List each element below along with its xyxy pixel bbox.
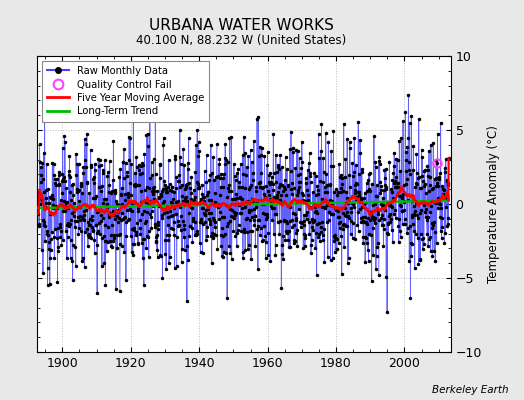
Legend: Raw Monthly Data, Quality Control Fail, Five Year Moving Average, Long-Term Tren: Raw Monthly Data, Quality Control Fail, … xyxy=(42,61,209,122)
Text: 40.100 N, 88.232 W (United States): 40.100 N, 88.232 W (United States) xyxy=(136,34,346,47)
Text: Berkeley Earth: Berkeley Earth xyxy=(432,385,508,395)
Text: URBANA WATER WORKS: URBANA WATER WORKS xyxy=(149,18,333,33)
Y-axis label: Temperature Anomaly (°C): Temperature Anomaly (°C) xyxy=(487,125,500,283)
